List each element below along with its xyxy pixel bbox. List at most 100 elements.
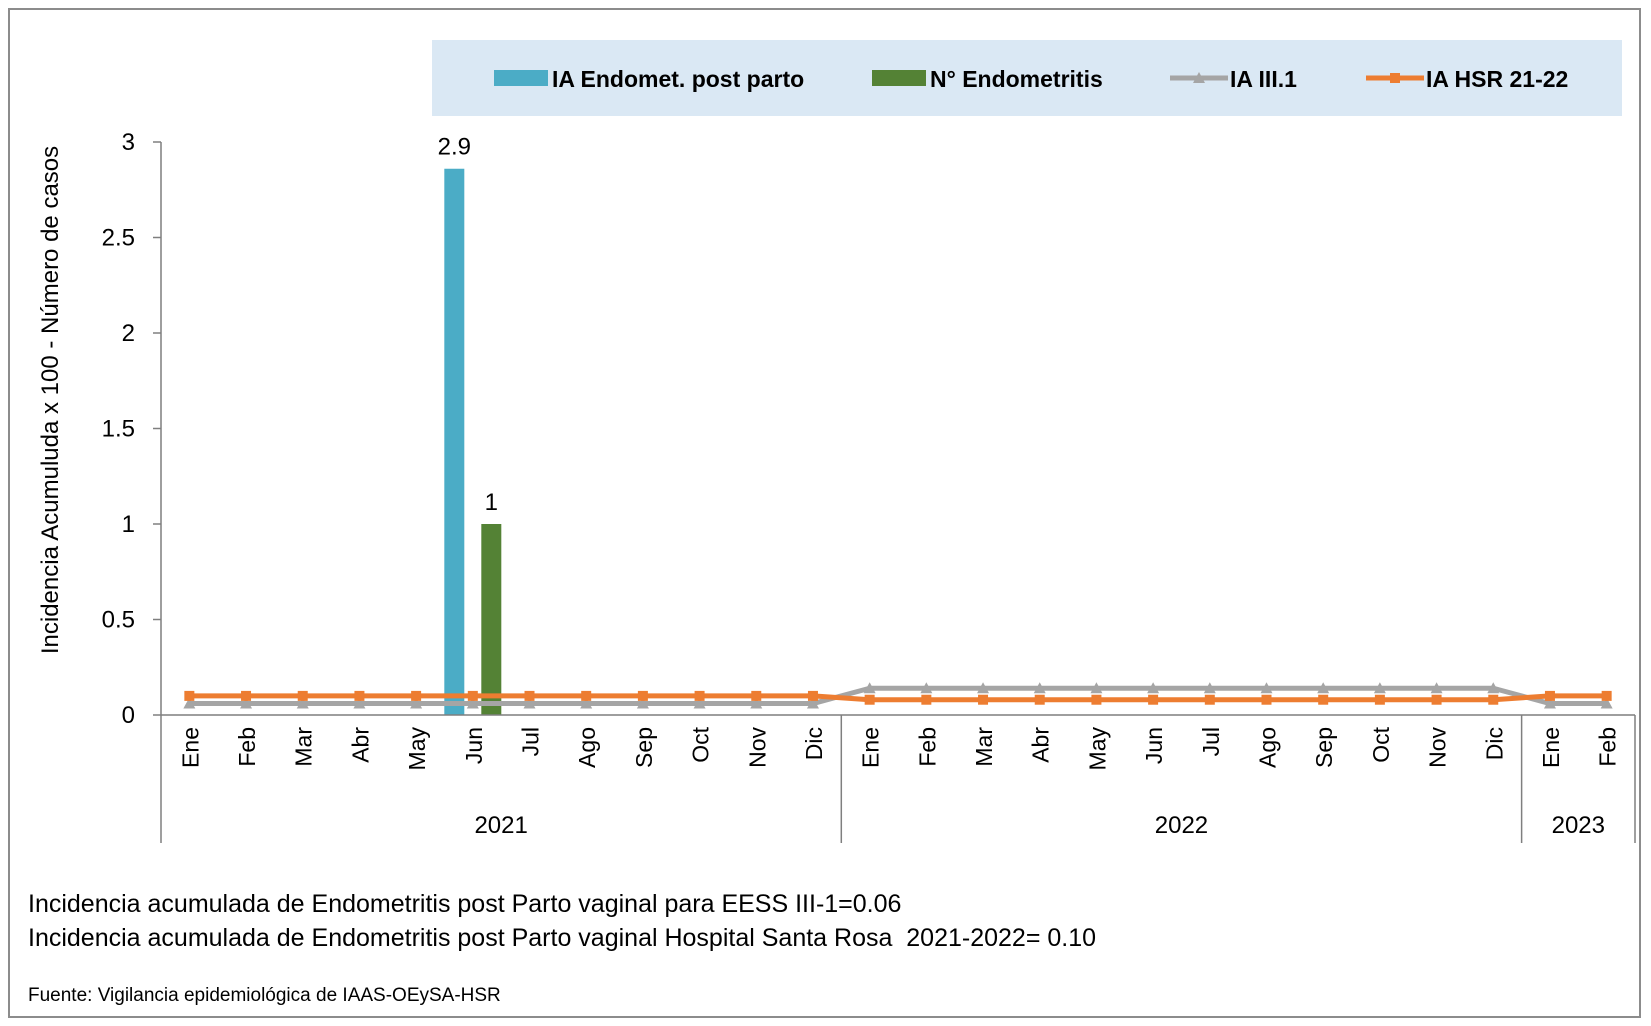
y-axis-label: Incidencia Acumuluda x 100 - Número de c… <box>37 146 64 654</box>
line-point <box>353 697 366 709</box>
line-point <box>354 690 365 701</box>
line-point <box>978 694 989 705</box>
x-tick-label: Nov <box>744 727 770 768</box>
line-point <box>1260 682 1273 694</box>
x-tick-label: Ago <box>574 727 600 768</box>
x-tick-label: Dic <box>1481 727 1507 760</box>
line-point <box>467 690 478 701</box>
line-point <box>1091 694 1102 705</box>
line-point <box>1203 682 1216 694</box>
bar-data-label: 2.9 <box>438 134 471 161</box>
x-tick-label: Dic <box>801 727 827 760</box>
line-point <box>1318 694 1329 705</box>
bar <box>444 168 465 716</box>
x-tick-label: Mar <box>971 727 997 767</box>
line-point <box>410 697 423 709</box>
x-tick-label: Nov <box>1425 727 1451 768</box>
y-tick-label: 3 <box>122 129 135 156</box>
line-point <box>1430 682 1443 694</box>
line-point <box>806 697 819 709</box>
line-point <box>580 697 593 709</box>
line-point <box>920 682 933 694</box>
line-point <box>807 690 818 701</box>
x-tick-label: Ene <box>1538 727 1564 768</box>
legend-marker <box>1390 73 1400 83</box>
line-point <box>1033 682 1046 694</box>
legend-label: IA HSR 21-22 <box>1426 66 1568 92</box>
line-point <box>864 694 875 705</box>
x-tick-label: Feb <box>1595 727 1621 767</box>
x-tick-label: May <box>1084 727 1110 771</box>
x-tick-label: Sep <box>631 727 657 768</box>
line-point <box>1374 694 1385 705</box>
line-point <box>694 690 705 701</box>
line-point <box>411 690 422 701</box>
x-tick-label: Oct <box>688 726 714 762</box>
line-point <box>184 690 195 701</box>
x-tick-label: Ene <box>177 727 203 768</box>
bar <box>481 524 502 715</box>
footnote-line-2: Incidencia acumulada de Endometritis pos… <box>28 924 1097 952</box>
x-tick-label: Jul <box>518 727 544 756</box>
line-point <box>636 697 649 709</box>
line-point <box>1317 682 1330 694</box>
line-point <box>581 690 592 701</box>
line-point <box>240 697 253 709</box>
x-tick-label: Feb <box>234 727 260 767</box>
year-label: 2022 <box>1155 812 1208 839</box>
year-label: 2021 <box>474 812 527 839</box>
x-tick-label: Abr <box>1028 727 1054 763</box>
x-tick-label: Mar <box>291 727 317 767</box>
line-point <box>1204 694 1215 705</box>
legend: IA Endomet. post parto N° Endometritis IA … <box>494 66 1568 92</box>
y-tick-label: 1.5 <box>102 416 135 443</box>
line-point <box>1487 682 1500 694</box>
line-point <box>977 682 990 694</box>
source-note: Fuente: Vigilancia epidemiológica de IAA… <box>28 985 501 1006</box>
year-label: 2023 <box>1552 812 1605 839</box>
legend-marker <box>1193 72 1205 83</box>
line-point <box>1600 697 1613 709</box>
line-point <box>297 690 308 701</box>
line-point <box>1488 694 1499 705</box>
y-tick-label: 0 <box>122 702 135 729</box>
y-tick-label: 2 <box>122 320 135 347</box>
line-point <box>523 697 536 709</box>
x-tick-label: Jul <box>1198 727 1224 756</box>
legend-swatch <box>872 70 926 86</box>
line-point <box>1148 694 1159 705</box>
bar-series: 2.91 <box>438 134 502 716</box>
x-tick-label: Abr <box>347 727 373 763</box>
axes: 0 0.5 1 1.5 2 2.5 3 Ene Feb Mar Abr May Jun Jul Ago Sep… <box>102 129 1636 843</box>
x-tick-label: Ene <box>858 727 884 768</box>
line-point <box>921 694 932 705</box>
legend-swatch <box>494 70 548 86</box>
line-series <box>183 682 1613 709</box>
y-tick-label: 1 <box>122 511 135 538</box>
line-point <box>1431 694 1442 705</box>
line-point <box>466 697 479 709</box>
footnote-line-1: Incidencia acumulada de Endometritis pos… <box>28 890 902 918</box>
y-tick-label: 0.5 <box>102 607 135 634</box>
line-point <box>751 690 762 701</box>
line-point <box>241 690 252 701</box>
legend-label: IA III.1 <box>1230 66 1297 92</box>
line-point <box>183 697 196 709</box>
y-tick-label: 2.5 <box>102 225 135 252</box>
legend-label: N° Endometritis <box>930 66 1103 92</box>
line-point <box>1261 694 1272 705</box>
x-tick-label: Oct <box>1368 726 1394 762</box>
line-point <box>637 690 648 701</box>
line-point <box>863 682 876 694</box>
line-point <box>750 697 763 709</box>
line-point <box>296 697 309 709</box>
x-tick-label: Feb <box>914 727 940 767</box>
series-line <box>189 693 1607 703</box>
chart-frame <box>8 8 1641 1018</box>
line-point <box>524 690 535 701</box>
x-tick-label: Sep <box>1311 727 1337 768</box>
bar-data-label: 1 <box>485 489 498 516</box>
line-point <box>693 697 706 709</box>
line-point <box>1373 682 1386 694</box>
series-line <box>189 685 1607 707</box>
